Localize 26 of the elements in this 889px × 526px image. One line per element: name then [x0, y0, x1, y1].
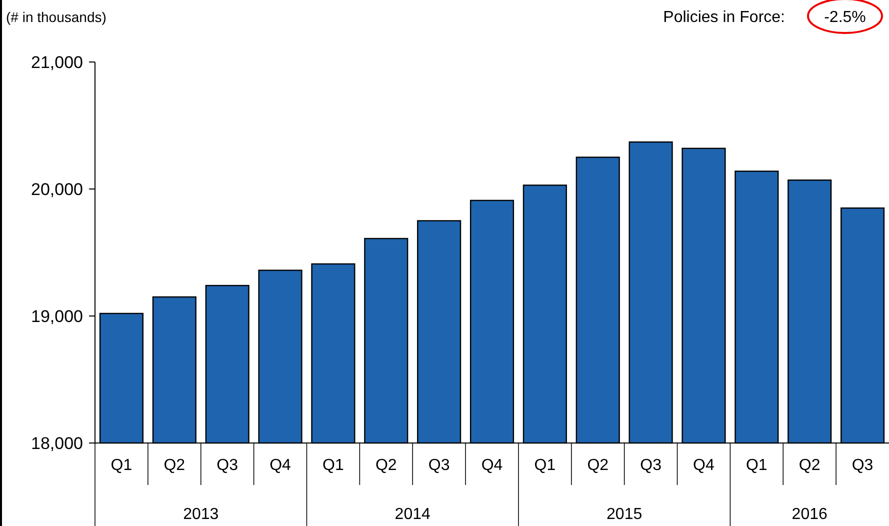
y-axis-title: (# in thousands) — [6, 9, 106, 25]
x-tick-label: Q3 — [852, 457, 874, 474]
text: 2014 — [394, 506, 430, 523]
x-tick-label: Q4 — [693, 457, 715, 474]
y-tick-label: 19,000 — [31, 306, 83, 326]
text: 2013 — [183, 506, 219, 523]
x-tick-label: Q1 — [110, 457, 132, 474]
text: Policies in Force: — [663, 9, 785, 26]
text: -2.5% — [824, 9, 866, 26]
y-tick-label: 18,000 — [31, 434, 83, 453]
x-tick-label: Q2 — [798, 457, 820, 474]
x-tick-label: Q1 — [322, 457, 344, 474]
x-tick-label: Q3 — [640, 457, 662, 474]
y-tick-label: 21,000 — [31, 52, 83, 72]
x-tick-label: Q2 — [375, 457, 397, 474]
x-tick-label: Q3 — [216, 457, 238, 474]
x-tick-label: Q1 — [746, 457, 768, 474]
text: 2015 — [606, 506, 642, 523]
x-tick-label: Q2 — [164, 457, 186, 474]
x-tick-label: Q2 — [587, 457, 609, 474]
x-tick-label: Q4 — [481, 457, 503, 474]
text: 2016 — [792, 506, 828, 523]
y-tick-label: 20,000 — [31, 180, 83, 199]
x-tick-label: Q3 — [428, 457, 450, 474]
x-tick-label: Q1 — [534, 457, 556, 474]
x-tick-label: Q4 — [270, 457, 292, 474]
